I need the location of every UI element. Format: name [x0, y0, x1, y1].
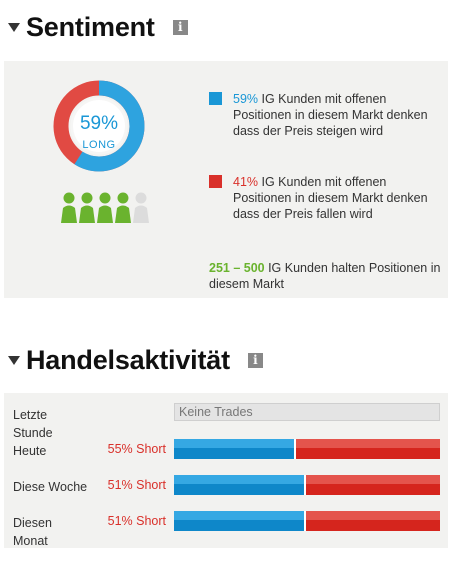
activity-panel: Letzte Stunde Keine Trades Heute 55% Sho… — [4, 393, 448, 548]
bar-short-segment — [293, 439, 440, 459]
person-icon — [79, 192, 95, 223]
activity-row-label: Diesen Monat — [13, 516, 52, 548]
activity-bar-today — [174, 439, 440, 459]
activity-row-label: Diese Woche — [13, 480, 88, 494]
sentiment-header[interactable]: Sentiment i — [0, 7, 188, 47]
collapse-arrow-icon[interactable] — [8, 22, 20, 32]
activity-row-value: 51% Short — [107, 478, 166, 492]
activity-title: Handelsaktivität — [26, 344, 230, 375]
activity-row-label: Heute — [13, 444, 47, 458]
bar-short-segment — [304, 511, 440, 531]
collapse-arrow-icon[interactable] — [8, 355, 20, 365]
long-swatch — [209, 92, 222, 105]
info-icon[interactable]: i — [172, 19, 188, 35]
person-icon — [97, 192, 113, 223]
no-trades-bar: Keine Trades — [174, 403, 440, 421]
activity-bar-month — [174, 511, 440, 531]
holders-description: IG Kunden halten Positionen in diesem Ma… — [209, 261, 441, 291]
donut-inner-ring — [70, 97, 128, 155]
activity-bar-week — [174, 475, 440, 495]
bar-long-segment — [174, 511, 305, 531]
activity-row-value: 55% Short — [107, 442, 166, 456]
person-icon — [115, 192, 131, 223]
activity-row-value: 51% Short — [107, 514, 166, 528]
short-swatch — [209, 175, 222, 188]
holders-info: 251 – 500 IG Kunden halten Positionen in… — [209, 260, 441, 292]
legend-long: 59% IG Kunden mit offenen Positionen in … — [209, 91, 441, 139]
long-percent: 59% — [233, 92, 259, 106]
long-description: IG Kunden mit offenen Positionen in dies… — [233, 92, 428, 138]
short-percent: 41% — [233, 175, 259, 189]
sentiment-title: Sentiment — [26, 11, 155, 42]
bar-long-segment — [174, 475, 305, 495]
activity-row-label: Letzte Stunde — [13, 408, 53, 440]
sentiment-panel: 59% LONG 59% IG Kunden mit offenen Posit… — [4, 61, 448, 298]
donut-center — [73, 100, 125, 152]
bar-long-segment — [174, 439, 294, 459]
activity-header[interactable]: Handelsaktivität i — [0, 340, 263, 380]
legend-short: 41% IG Kunden mit offenen Positionen in … — [209, 174, 441, 222]
bar-short-segment — [304, 475, 440, 495]
person-icon — [133, 192, 149, 223]
donut-side-label: LONG — [82, 139, 116, 151]
person-icon — [61, 192, 77, 223]
holders-range: 251 – 500 — [209, 261, 265, 275]
donut-percent: 59% — [79, 113, 119, 134]
client-count-people-icons — [61, 192, 149, 223]
donut-long-arc — [53, 80, 145, 172]
short-description: IG Kunden mit offenen Positionen in dies… — [233, 175, 428, 221]
sentiment-donut-chart — [53, 80, 145, 172]
info-icon[interactable]: i — [247, 352, 263, 368]
